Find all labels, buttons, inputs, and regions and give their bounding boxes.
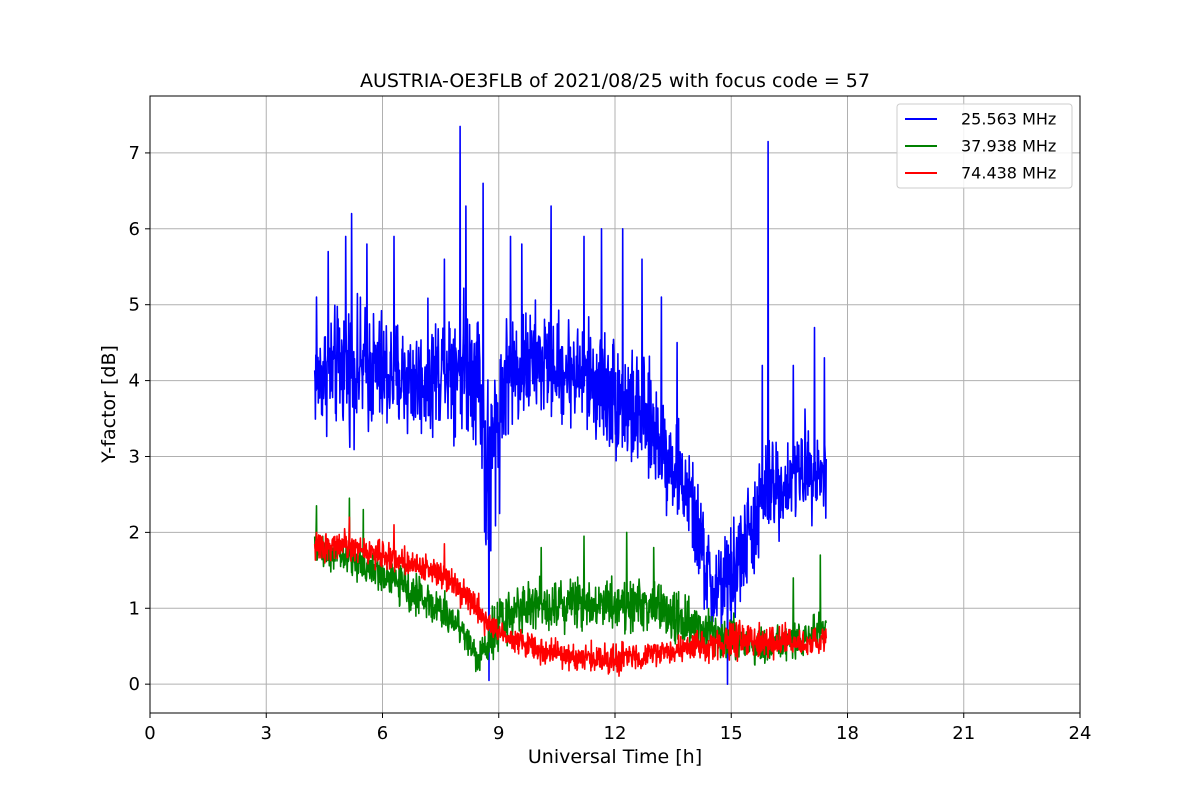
x-tick-label: 18 [836, 723, 859, 744]
y-tick-label: 0 [129, 674, 140, 695]
legend-label: 25.563 MHz [961, 110, 1056, 129]
x-tick-label: 15 [720, 723, 743, 744]
x-tick-label: 21 [952, 723, 975, 744]
series-line [313, 516, 827, 677]
x-tick-label: 6 [377, 723, 388, 744]
y-tick-label: 3 [129, 446, 140, 467]
legend-box [896, 103, 1073, 189]
y-tick-label: 7 [129, 143, 140, 164]
series-line [313, 497, 827, 673]
x-tick-label: 9 [493, 723, 504, 744]
y-tick-label: 1 [129, 598, 140, 619]
x-tick-label: 3 [261, 723, 272, 744]
chart-title: AUSTRIA-OE3FLB of 2021/08/25 with focus … [360, 70, 870, 92]
legend: 25.563 MHz 37.938 MHz 74.438 MHz [896, 103, 1073, 189]
y-tick-label: 2 [129, 522, 140, 543]
series-group [313, 125, 827, 685]
y-tick-label: 4 [129, 371, 140, 392]
legend-label: 74.438 MHz [961, 164, 1056, 183]
x-tick-label: 12 [604, 723, 627, 744]
legend-label: 37.938 MHz [961, 137, 1056, 156]
y-axis-label: Y-factor [dB] [98, 345, 120, 464]
y-tick-label: 5 [129, 295, 140, 316]
x-tick-label: 24 [1069, 723, 1092, 744]
y-tick-label: 6 [129, 219, 140, 240]
x-axis-label: Universal Time [h] [528, 746, 702, 768]
series-line [313, 125, 827, 685]
x-tick-label: 0 [144, 723, 155, 744]
